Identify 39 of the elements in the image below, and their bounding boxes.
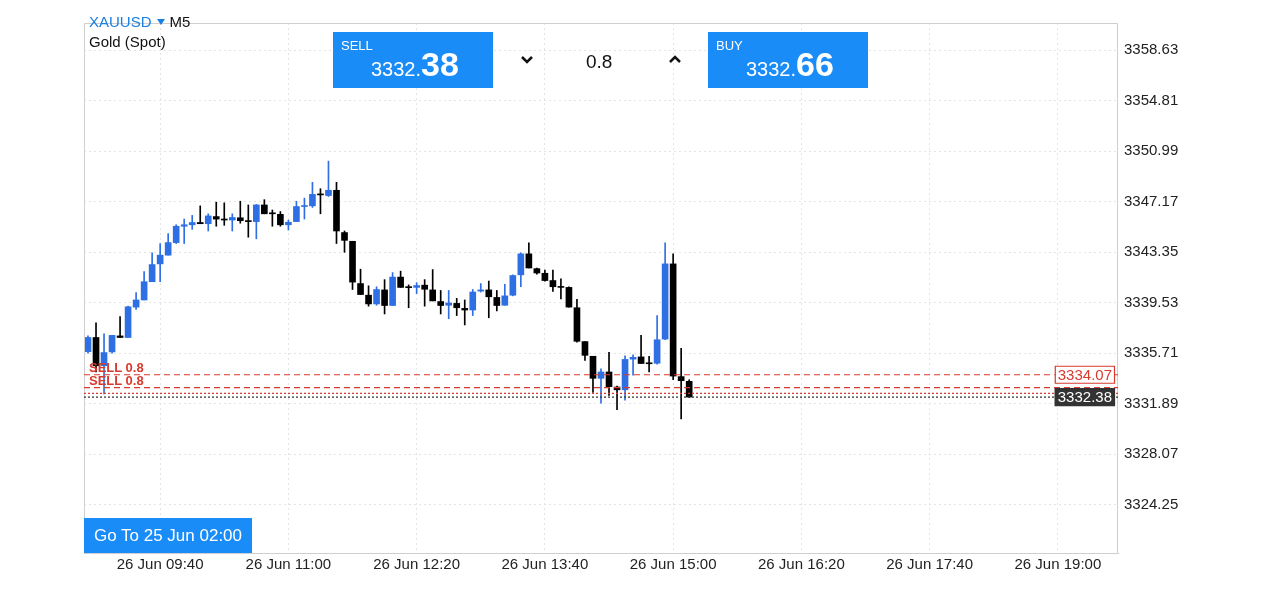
y-tick-label: 3347.17 <box>1124 191 1179 209</box>
x-tick-label: 26 Jun 16:20 <box>758 555 845 573</box>
y-tick-label: 3358.63 <box>1124 40 1179 58</box>
annotation: BUY <box>716 38 743 53</box>
y-tick-label: 3339.53 <box>1124 292 1179 310</box>
candlestick <box>645 355 653 373</box>
y-tick-label: 3324.25 <box>1124 494 1179 512</box>
annotation: Go To 25 Jun 02:00 <box>84 518 252 553</box>
candlestick <box>677 348 685 420</box>
x-tick-label: 26 Jun 17:40 <box>886 555 974 573</box>
chart-title: XAUUSD <box>89 13 152 30</box>
y-tick-label: 3343.35 <box>1124 242 1179 260</box>
annotation: 3334.07 <box>1057 365 1112 383</box>
candlestick <box>228 213 236 232</box>
candlestick <box>485 280 493 319</box>
y-tick-label: 3335.71 <box>1124 343 1179 361</box>
y-tick-label: 3354.81 <box>1124 90 1179 108</box>
y-tick-label: 3328.07 <box>1124 444 1179 462</box>
annotation: M5 <box>169 13 191 30</box>
candlestick <box>196 205 204 225</box>
text: Gold (Spot) <box>89 33 166 50</box>
annotation: SELL <box>341 38 373 53</box>
candlestick <box>557 278 565 300</box>
candlestick <box>461 299 469 326</box>
x-tick-label: 26 Jun 15:00 <box>629 555 717 573</box>
x-tick-label: 26 Jun 13:40 <box>501 555 589 573</box>
annotation: 3332.38 <box>371 45 459 83</box>
x-tick-label: 26 Jun 11:00 <box>245 555 332 573</box>
x-tick-label: 26 Jun 12:20 <box>373 555 461 573</box>
x-tick-label: 26 Jun 19:00 <box>1014 555 1102 573</box>
candlestick <box>445 290 453 320</box>
annotation: 3332.66 <box>746 45 834 83</box>
annotation: 0.8 <box>586 51 613 73</box>
annotation: 3332.38 <box>1057 388 1112 406</box>
y-tick-label: 3331.89 <box>1124 393 1179 411</box>
x-tick-label: 26 Jun 09:40 <box>116 555 204 573</box>
candlestick <box>212 201 220 227</box>
candlestick <box>437 290 445 315</box>
y-tick-label: 3350.99 <box>1124 141 1179 159</box>
